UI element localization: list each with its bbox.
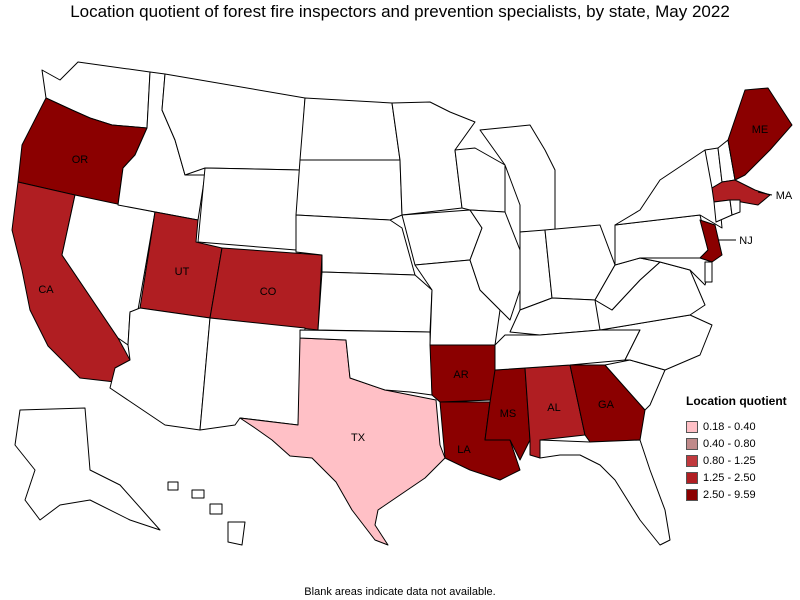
state-label-ma: MA <box>776 190 793 202</box>
state-label-ga: GA <box>598 399 615 411</box>
legend: Location quotient 0.18 - 0.40 0.40 - 0.80… <box>686 394 787 503</box>
state-fl[interactable] <box>539 439 671 546</box>
state-sc[interactable] <box>604 359 666 411</box>
state-tx[interactable] <box>239 337 446 546</box>
state-ks[interactable] <box>317 271 433 333</box>
label-leader-lines <box>718 191 773 241</box>
legend-item: 0.18 - 0.40 <box>686 418 787 435</box>
state-il[interactable] <box>469 209 521 321</box>
state-ct[interactable] <box>713 199 733 223</box>
state-label-nj: NJ <box>739 235 752 247</box>
state-label-ut: UT <box>175 266 190 278</box>
legend-swatch <box>686 437 698 450</box>
state-wi[interactable] <box>454 147 506 213</box>
state-label-ar: AR <box>453 369 468 381</box>
legend-item: 2.50 - 9.59 <box>686 486 787 503</box>
state-label-tx: TX <box>351 432 366 444</box>
map-title: Location quotient of forest fire inspect… <box>70 2 730 21</box>
legend-item: 0.40 - 0.80 <box>686 435 787 452</box>
legend-label: 0.40 - 0.80 <box>703 437 756 450</box>
leader-line-ma <box>757 191 773 196</box>
state-ri[interactable] <box>729 199 741 216</box>
legend-rows: 0.18 - 0.40 0.40 - 0.80 0.80 - 1.25 1.25 - … <box>686 418 787 503</box>
legend-swatch <box>686 420 698 433</box>
legend-item: 1.25 - 2.50 <box>686 469 787 486</box>
legend-label: 2.50 - 9.59 <box>703 488 756 501</box>
state-de[interactable] <box>704 261 713 283</box>
state-ia[interactable] <box>401 209 483 266</box>
legend-item: 0.80 - 1.25 <box>686 452 787 469</box>
legend-swatch <box>686 454 698 467</box>
state-ak[interactable] <box>14 407 161 531</box>
legend-swatch <box>686 471 698 484</box>
state-label-ca: CA <box>38 284 54 296</box>
footnote: Blank areas indicate data not available. <box>304 586 496 598</box>
state-shapes <box>11 61 793 546</box>
state-label-co: CO <box>260 286 277 298</box>
legend-swatch <box>686 488 698 501</box>
state-nc[interactable] <box>599 314 713 371</box>
state-mt[interactable] <box>161 73 306 176</box>
state-wy[interactable] <box>197 167 301 251</box>
state-me[interactable] <box>727 87 793 181</box>
state-label-la: LA <box>457 444 471 456</box>
state-label-or: OR <box>72 154 89 166</box>
state-label-me: ME <box>752 124 769 136</box>
state-md[interactable] <box>639 257 713 286</box>
legend-label: 0.80 - 1.25 <box>703 454 756 467</box>
state-nm[interactable] <box>199 317 306 431</box>
legend-label: 1.25 - 2.50 <box>703 471 756 484</box>
state-sd[interactable] <box>295 159 403 221</box>
state-labels: OR CA UT CO TX AR LA MS AL GA ME MA NJ <box>38 124 793 456</box>
state-hi[interactable] <box>167 481 246 546</box>
state-label-ms: MS <box>500 408 517 420</box>
state-label-al: AL <box>547 402 560 414</box>
state-ny[interactable] <box>614 149 723 229</box>
legend-title: Location quotient <box>686 394 787 408</box>
state-nd[interactable] <box>299 97 401 161</box>
legend-label: 0.18 - 0.40 <box>703 420 756 433</box>
